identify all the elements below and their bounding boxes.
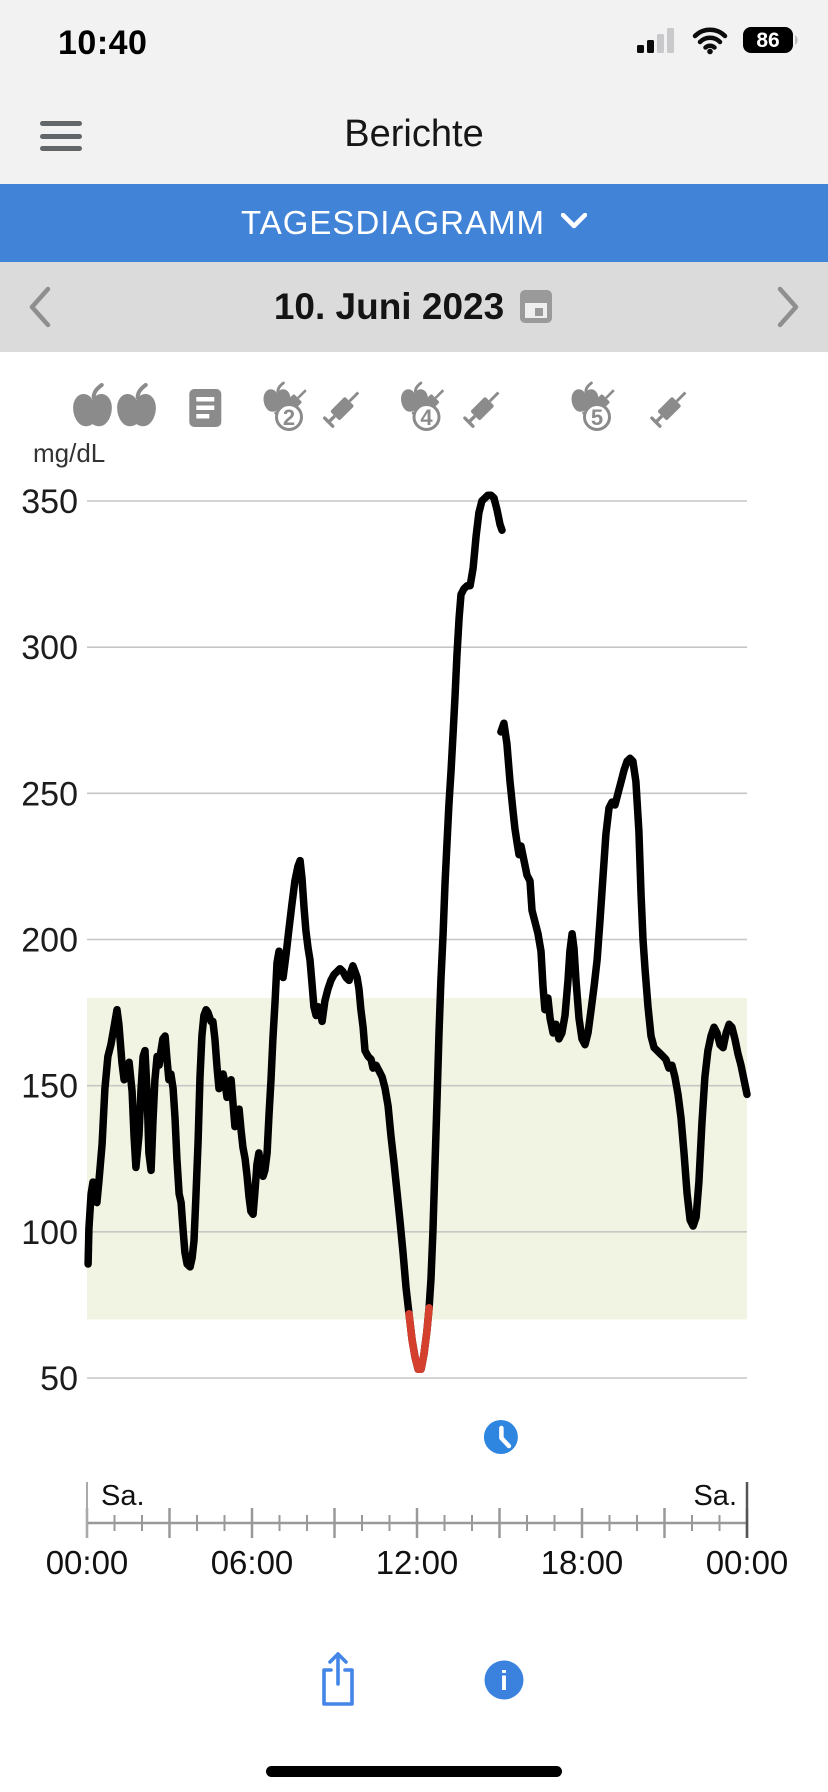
info-button[interactable]: i <box>482 1658 526 1707</box>
current-date-label: 10. Juni 2023 <box>273 286 505 327</box>
info-icon: i <box>484 1660 524 1700</box>
low-glucose-trace <box>405 1304 433 1373</box>
glucose-trace-segment-1 <box>84 491 506 1373</box>
syringe-marker-icon <box>323 391 360 428</box>
current-time-clock-icon[interactable] <box>483 1420 518 1454</box>
chevron-right-icon <box>777 286 799 328</box>
time-label-18:00: 18:00 <box>541 1544 624 1581</box>
meal-bolus-marker-icon: 2 <box>263 381 307 431</box>
target-range-band <box>87 997 747 1320</box>
bolus-badge: 4 <box>420 405 433 430</box>
y-axis-label-100: 100 <box>21 1214 78 1252</box>
date-nav-background <box>0 262 828 352</box>
day-glucose-chart[interactable]: 350 300 250 200 150 100 50 mg/dL 2 4 5 Sa. Sa. 00:00 0… <box>0 352 828 1612</box>
bolus-badge: 2 <box>283 405 295 430</box>
report-type-label: TAGESDIAGRAMM <box>241 204 545 241</box>
previous-day-button[interactable] <box>10 262 70 352</box>
status-header-background <box>0 0 828 184</box>
apple-marker-icon <box>117 382 156 427</box>
home-indicator[interactable] <box>266 1766 562 1777</box>
cellular-signal-icon <box>636 25 678 60</box>
calendar-icon <box>518 285 554 330</box>
unit-label: mg/dL <box>33 438 105 468</box>
y-axis-label-50: 50 <box>40 1360 78 1398</box>
time-label-12:00: 12:00 <box>376 1544 459 1581</box>
chevron-left-icon <box>29 286 51 328</box>
meal-bolus-marker-icon: 4 <box>401 381 445 431</box>
status-icons: 86 <box>636 24 802 60</box>
timeline-ruler: Sa. Sa. 00:00 06:00 12:00 18:00 00:00 <box>46 1480 789 1581</box>
chevron-down-icon <box>560 212 588 234</box>
time-label-00:00: 00:00 <box>46 1544 129 1581</box>
share-button[interactable] <box>316 1651 360 1714</box>
glucose-trace-segment-2 <box>497 719 751 1230</box>
apple-marker-icon <box>73 382 112 427</box>
svg-text:86: 86 <box>756 29 779 52</box>
next-day-button[interactable] <box>758 262 818 352</box>
y-axis-label-200: 200 <box>21 922 78 960</box>
day-label-right: Sa. <box>693 1480 737 1512</box>
syringe-marker-icon <box>650 391 687 428</box>
y-axis-label-350: 350 <box>21 483 78 521</box>
day-label-left: Sa. <box>101 1480 145 1512</box>
syringe-marker-icon <box>463 391 500 428</box>
time-label-00:00: 00:00 <box>706 1544 789 1581</box>
wifi-icon <box>690 25 730 60</box>
bolus-badge: 5 <box>591 405 603 430</box>
date-picker[interactable]: 10. Juni 2023 <box>0 262 828 352</box>
y-axis-label-250: 250 <box>21 775 78 813</box>
page-title: Berichte <box>344 113 484 155</box>
meal-bolus-marker-icon: 5 <box>571 381 615 431</box>
battery-icon: 86 <box>742 25 802 60</box>
y-axis-label-150: 150 <box>21 1068 78 1106</box>
note-marker-icon <box>189 389 222 427</box>
time-label-06:00: 06:00 <box>211 1544 294 1581</box>
svg-text:i: i <box>500 1665 508 1696</box>
y-axis-label-300: 300 <box>21 629 78 667</box>
menu-button[interactable] <box>40 121 82 151</box>
status-time: 10:40 <box>58 24 148 62</box>
report-type-selector[interactable]: TAGESDIAGRAMM <box>0 184 828 262</box>
share-icon <box>322 1652 354 1706</box>
